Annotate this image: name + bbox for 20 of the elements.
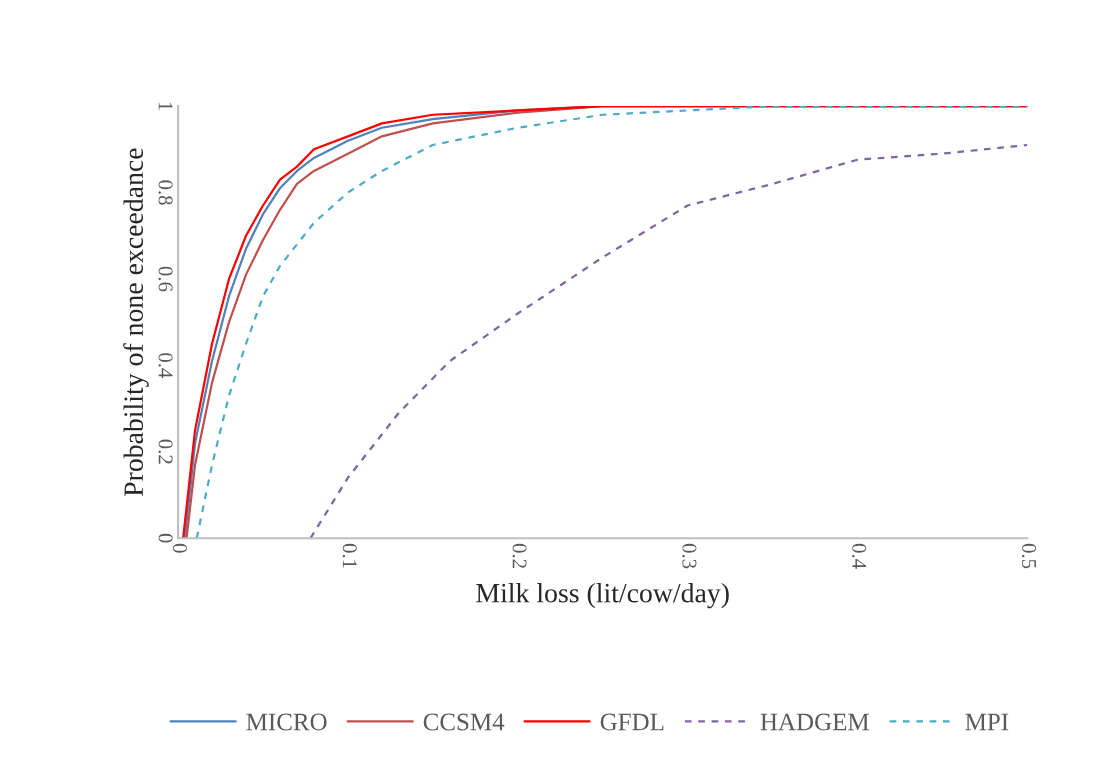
x-tick-label: 0.2 (512, 543, 527, 568)
y-tick-label: 0.8 (158, 180, 173, 205)
legend-label: CCSM4 (423, 713, 505, 731)
legend-label: GFDL (600, 713, 664, 731)
legend-label: HADGEM (760, 713, 869, 731)
y-tick-label: 0.4 (158, 353, 173, 379)
legend-label: MICRO (246, 713, 327, 731)
x-tick-label: 0.5 (1021, 543, 1037, 569)
line-series (309, 143, 1028, 539)
y-tick-label: 0 (158, 533, 173, 543)
y-tick-label: 0.2 (158, 439, 173, 464)
x-tick-label: 0.1 (342, 543, 357, 568)
legend-label: MPI (965, 713, 1009, 731)
x-tick-label: 0 (172, 543, 187, 553)
y-tick-label: 0.6 (158, 266, 173, 292)
x-axis-title: Milk loss (lit/cow/day) (476, 582, 729, 609)
y-axis-title: Probability of none exceedance (123, 148, 149, 497)
x-tick-label: 0.3 (682, 543, 697, 569)
y-tick-label: 1 (158, 102, 173, 111)
x-tick-label: 0.4 (852, 543, 867, 569)
